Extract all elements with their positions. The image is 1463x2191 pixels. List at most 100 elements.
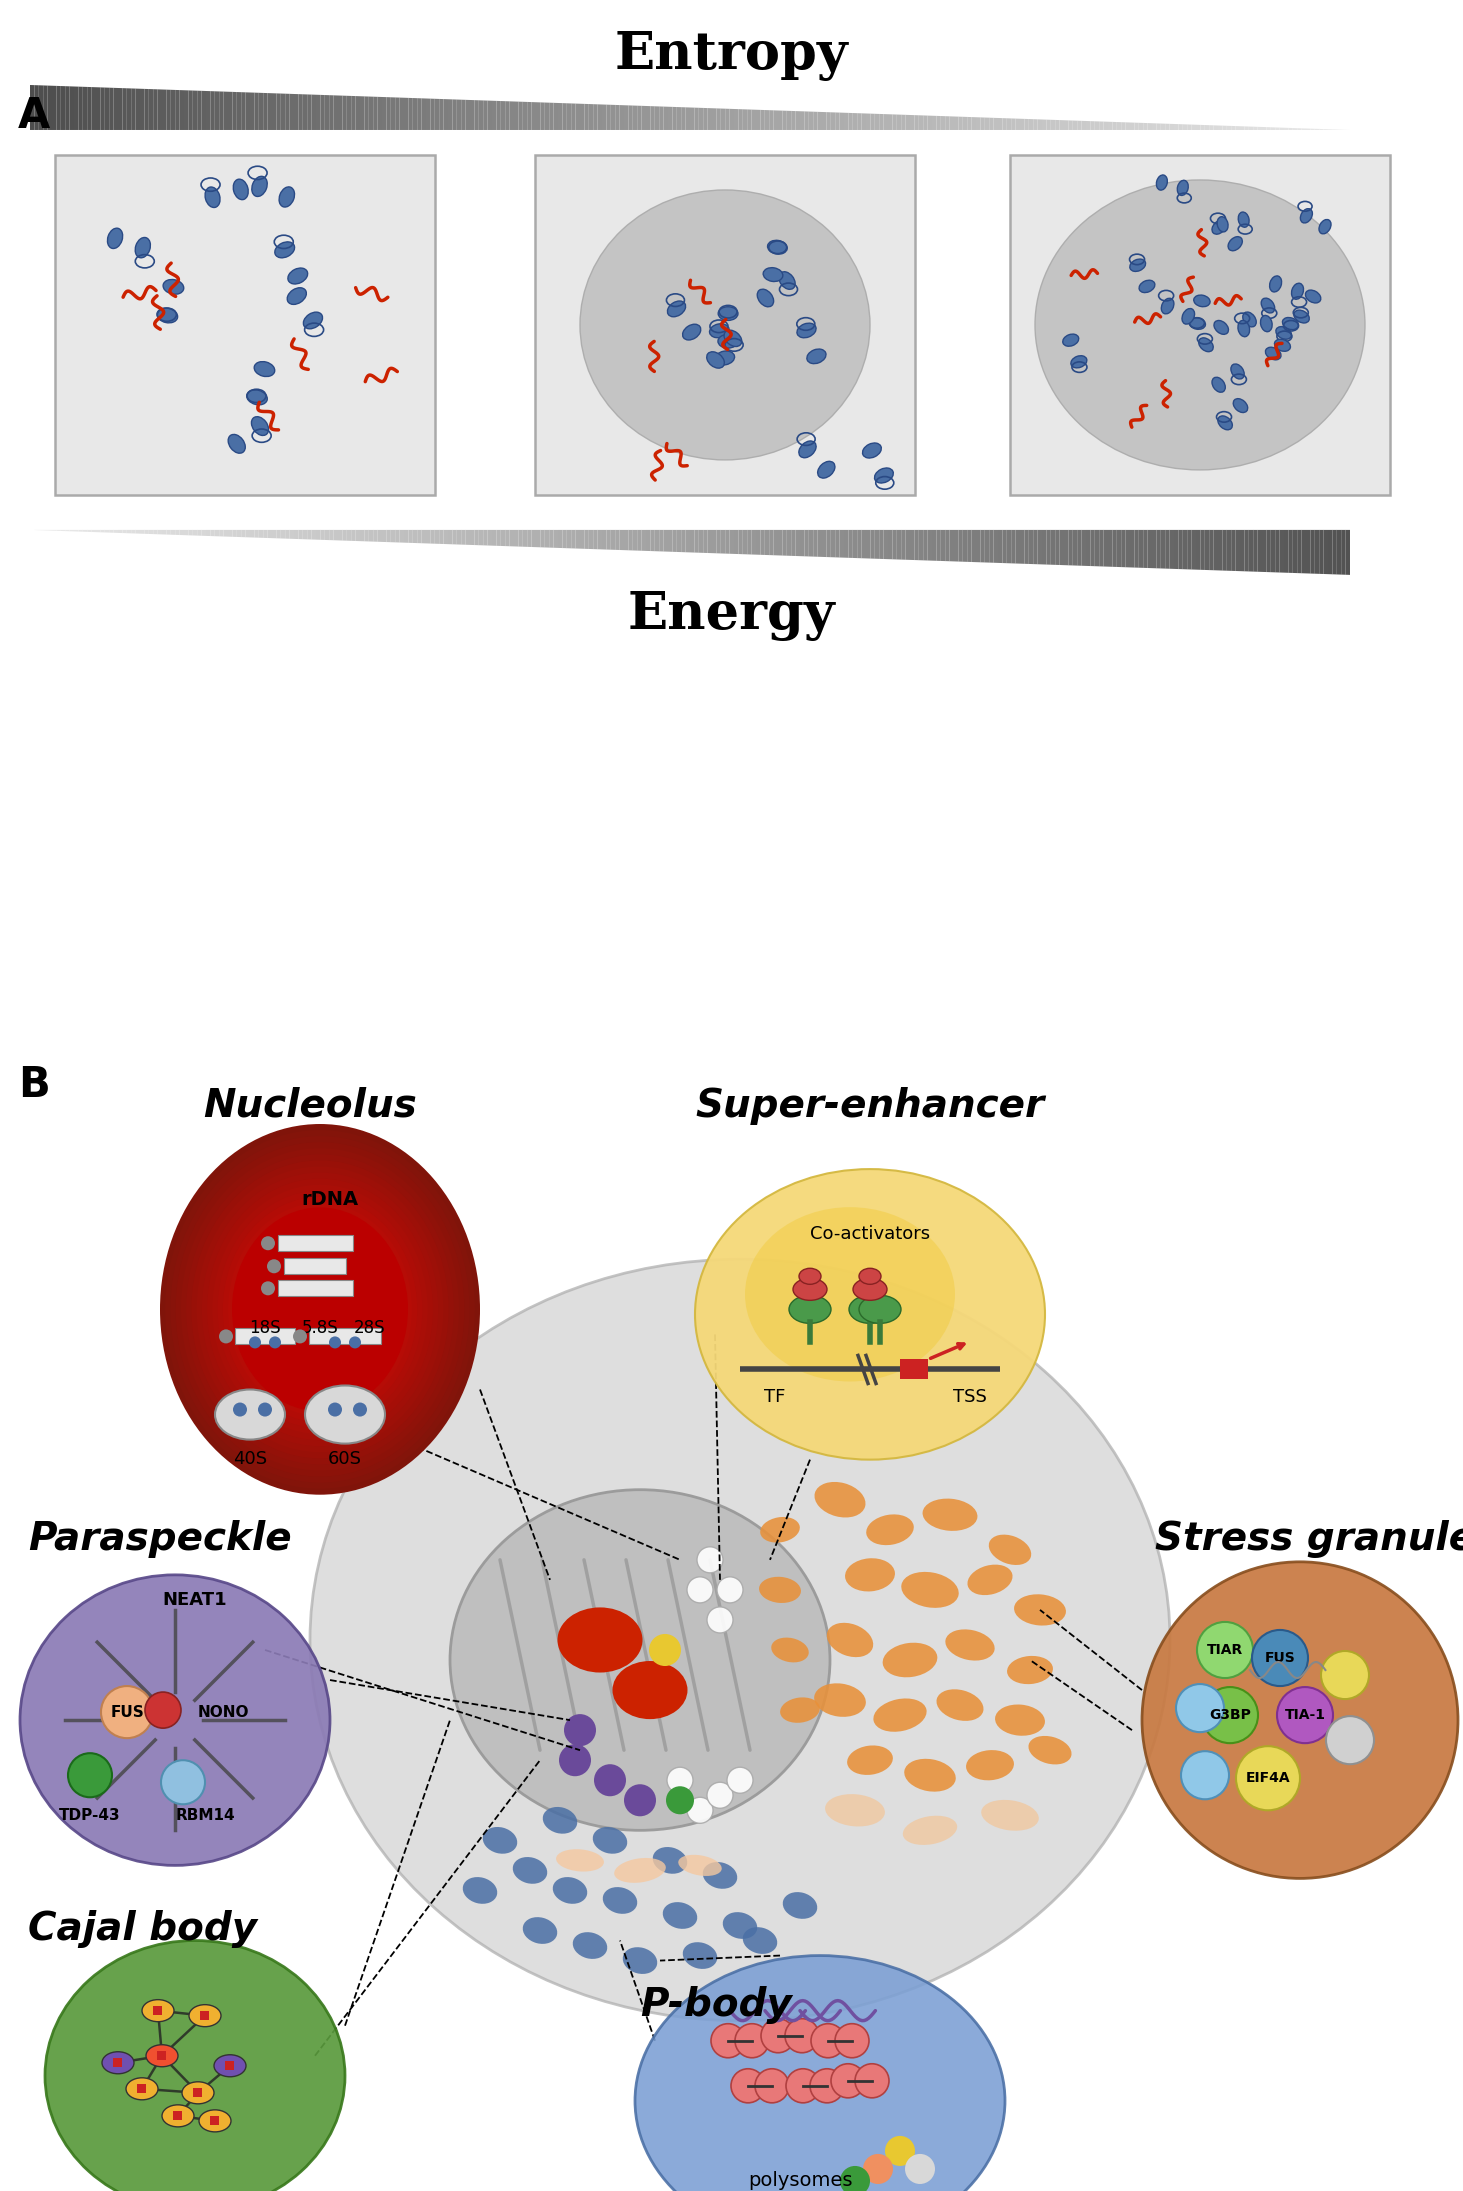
Circle shape [650, 1634, 680, 1665]
Ellipse shape [825, 1794, 885, 1827]
Polygon shape [976, 530, 980, 563]
Polygon shape [770, 530, 774, 554]
Circle shape [559, 1744, 591, 1777]
Polygon shape [557, 103, 562, 129]
Ellipse shape [171, 1137, 470, 1483]
Polygon shape [717, 530, 721, 554]
Polygon shape [1094, 530, 1099, 565]
Polygon shape [215, 92, 219, 129]
Polygon shape [233, 92, 237, 129]
Polygon shape [298, 94, 303, 129]
Polygon shape [342, 96, 347, 129]
Polygon shape [171, 530, 176, 535]
Ellipse shape [271, 1251, 370, 1367]
Polygon shape [717, 107, 721, 129]
Polygon shape [800, 530, 805, 557]
Polygon shape [198, 90, 202, 129]
Polygon shape [176, 530, 180, 535]
Ellipse shape [279, 186, 294, 208]
Ellipse shape [176, 1142, 464, 1477]
Polygon shape [241, 92, 246, 129]
Ellipse shape [1320, 219, 1331, 234]
Polygon shape [1094, 121, 1099, 129]
Polygon shape [601, 105, 606, 129]
Circle shape [666, 1786, 693, 1814]
Polygon shape [1285, 530, 1289, 572]
Polygon shape [932, 116, 936, 129]
Ellipse shape [310, 1260, 1170, 2020]
Polygon shape [818, 112, 822, 129]
Polygon shape [708, 107, 712, 129]
Polygon shape [647, 530, 651, 552]
Circle shape [831, 2064, 865, 2097]
Polygon shape [342, 530, 347, 541]
Text: Nucleolus: Nucleolus [203, 1087, 417, 1124]
Ellipse shape [45, 1941, 345, 2191]
Polygon shape [967, 116, 971, 129]
Ellipse shape [259, 1240, 380, 1380]
Circle shape [260, 1236, 275, 1251]
Polygon shape [958, 116, 963, 129]
Polygon shape [1129, 530, 1134, 567]
Polygon shape [1090, 121, 1094, 129]
Polygon shape [1214, 530, 1219, 570]
Ellipse shape [212, 1185, 427, 1433]
Polygon shape [92, 530, 97, 532]
Ellipse shape [252, 416, 269, 436]
Polygon shape [1077, 530, 1081, 565]
Polygon shape [726, 530, 730, 554]
Polygon shape [562, 530, 566, 548]
Polygon shape [822, 112, 827, 129]
Ellipse shape [208, 1179, 433, 1439]
Polygon shape [1033, 118, 1037, 129]
Polygon shape [1302, 530, 1306, 574]
Polygon shape [669, 107, 673, 129]
Ellipse shape [275, 241, 294, 259]
Circle shape [688, 1797, 712, 1823]
Ellipse shape [724, 331, 742, 346]
Circle shape [755, 2068, 789, 2103]
Polygon shape [805, 530, 809, 557]
Circle shape [257, 1402, 272, 1418]
Polygon shape [633, 105, 638, 129]
Polygon shape [566, 103, 571, 129]
Polygon shape [250, 92, 255, 129]
Polygon shape [805, 112, 809, 129]
Ellipse shape [557, 1608, 642, 1672]
Ellipse shape [102, 2051, 135, 2073]
Polygon shape [1134, 530, 1138, 567]
Ellipse shape [1034, 180, 1365, 469]
Polygon shape [224, 92, 228, 129]
Polygon shape [202, 90, 206, 129]
Bar [113, 2057, 121, 2066]
Text: FUS: FUS [1264, 1652, 1295, 1665]
Polygon shape [347, 96, 351, 129]
Ellipse shape [853, 1277, 887, 1299]
Text: TIAR: TIAR [1207, 1643, 1244, 1656]
Polygon shape [1337, 530, 1342, 574]
Polygon shape [579, 530, 584, 548]
Ellipse shape [228, 1203, 413, 1415]
Polygon shape [669, 530, 673, 552]
Polygon shape [399, 530, 404, 543]
Polygon shape [1103, 530, 1107, 567]
Polygon shape [765, 530, 770, 554]
Ellipse shape [718, 335, 737, 348]
Polygon shape [272, 94, 277, 129]
Ellipse shape [275, 1258, 364, 1361]
Polygon shape [158, 530, 162, 535]
Polygon shape [699, 530, 704, 552]
Circle shape [854, 2064, 890, 2097]
Polygon shape [1165, 123, 1169, 129]
Polygon shape [906, 530, 910, 561]
Polygon shape [998, 530, 1002, 563]
Polygon shape [980, 118, 985, 129]
Ellipse shape [303, 311, 322, 329]
Ellipse shape [312, 1299, 328, 1319]
Polygon shape [1201, 530, 1206, 570]
Polygon shape [377, 96, 382, 129]
Ellipse shape [238, 1216, 401, 1404]
Polygon shape [892, 530, 897, 559]
Polygon shape [435, 530, 439, 543]
Polygon shape [535, 530, 540, 548]
